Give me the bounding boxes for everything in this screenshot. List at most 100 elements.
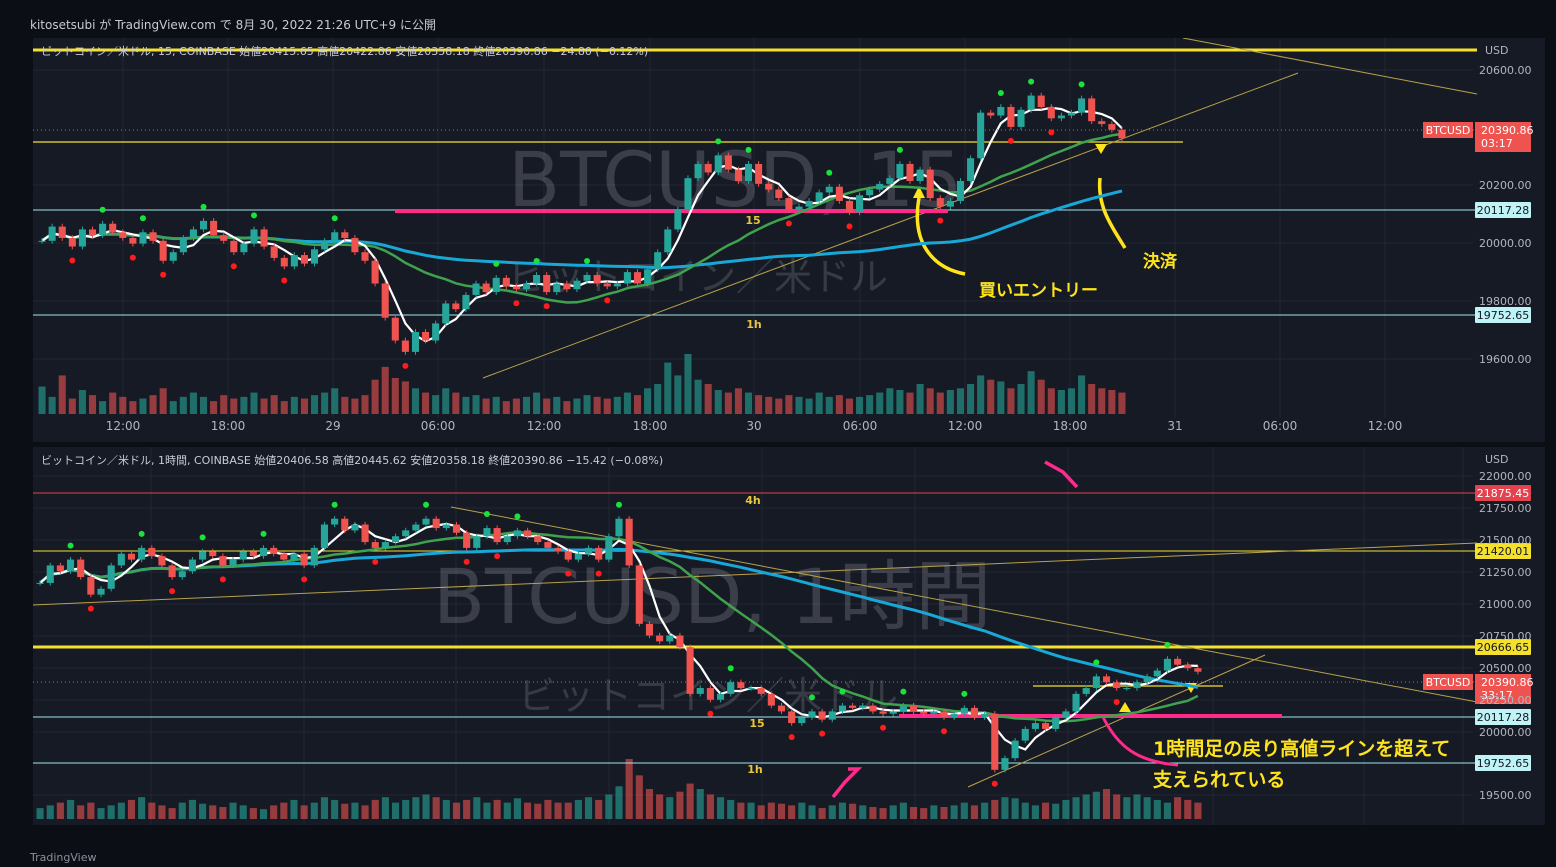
volume-bar xyxy=(1102,789,1111,819)
candle-body xyxy=(1047,106,1055,119)
pivot-low-dot xyxy=(1048,129,1055,136)
volume-bar xyxy=(970,805,979,819)
volume-bar xyxy=(58,375,66,414)
x-tick-label: 18:00 xyxy=(1053,419,1088,433)
volume-bar xyxy=(320,797,329,819)
candle-body xyxy=(815,192,823,201)
candle-body xyxy=(981,713,989,718)
candle-body xyxy=(199,551,207,560)
volume-bar xyxy=(1113,794,1121,819)
candle-body xyxy=(169,252,177,261)
volume-bar xyxy=(533,392,541,414)
candle-body xyxy=(916,169,924,182)
volume-bar xyxy=(1017,384,1025,414)
pivot-low-dot xyxy=(941,728,948,735)
volume-bar xyxy=(178,802,186,819)
level-label: 21875.45 xyxy=(1477,487,1530,500)
candle-body xyxy=(411,331,420,352)
candle-body xyxy=(56,565,64,572)
volume-bar xyxy=(361,805,369,819)
volume-bar xyxy=(56,802,64,819)
candle-body xyxy=(808,711,816,718)
candle-body xyxy=(219,556,227,566)
volume-bar xyxy=(605,794,613,819)
timeframe-tag: 15 xyxy=(749,717,764,730)
candle-body xyxy=(513,530,521,537)
trend-line-long xyxy=(33,542,1478,606)
pivot-high-dot xyxy=(139,215,146,222)
level-label: 19752.65 xyxy=(1477,309,1530,322)
chart-panel-15m[interactable]: BTCUSD, 15 ビットコイン／米ドル 20117.28 19752.65 BTCU… xyxy=(33,38,1545,442)
volume-bar xyxy=(765,396,773,414)
pivot-low-dot xyxy=(819,730,826,737)
chart-panel-1h[interactable]: BTCUSD, 1時間ビットコイン／米ドル21875.4521420.01206… xyxy=(33,447,1545,825)
volume-bar xyxy=(815,392,823,414)
pivot-low-dot xyxy=(129,254,136,261)
volume-bar xyxy=(1031,805,1039,819)
volume-bar xyxy=(452,802,461,819)
candle-body xyxy=(483,528,491,537)
price-label-bg xyxy=(1475,674,1531,704)
volume-bar xyxy=(717,797,725,819)
candle-body xyxy=(717,693,725,700)
volume-bar xyxy=(331,388,339,414)
volume-bar xyxy=(321,392,329,414)
candle-body xyxy=(391,317,399,341)
y-tick-label: 20500.00 xyxy=(1479,662,1532,675)
candle-body xyxy=(502,277,510,287)
volume-bar xyxy=(220,395,228,414)
chart-15m-svg[interactable]: BTCUSD, 15ビットコイン／米ドル20117.2819752.65BTCU… xyxy=(33,38,1545,442)
volume-bar xyxy=(798,802,806,819)
candle-body xyxy=(1143,676,1151,683)
pivot-high-dot xyxy=(584,257,591,264)
volume-bar xyxy=(564,802,572,819)
candle-body xyxy=(66,559,75,572)
candle-body xyxy=(645,623,654,636)
volume-bar xyxy=(845,398,853,414)
candle-body xyxy=(635,565,643,624)
volume-bar xyxy=(956,388,965,414)
volume-bar xyxy=(432,797,440,819)
candle-body xyxy=(543,274,551,293)
chart-1h-svg[interactable]: BTCUSD, 1時間ビットコイン／米ドル21875.4521420.01206… xyxy=(33,447,1545,825)
volume-bar xyxy=(674,375,682,414)
volume-bar xyxy=(1088,384,1096,414)
publish-header: kitosetsubi が TradingView.com で 8月 30, 2… xyxy=(0,0,1556,38)
candle-body xyxy=(1102,676,1111,683)
candle-body xyxy=(300,553,308,566)
candle-body xyxy=(805,200,813,207)
candle-body xyxy=(1088,98,1096,122)
volume-bar xyxy=(472,395,480,414)
volume-bar xyxy=(584,797,593,819)
candle-body xyxy=(381,283,389,318)
volume-bar xyxy=(1011,798,1019,819)
y-tick-label: 22000.00 xyxy=(1479,470,1532,483)
candle-body xyxy=(654,252,662,270)
pivot-low-dot xyxy=(463,558,470,565)
candle-body xyxy=(909,705,918,712)
candle-body xyxy=(987,112,995,116)
pivot-high-dot xyxy=(900,688,907,695)
volume-bar xyxy=(109,392,117,414)
pivot-low-dot xyxy=(1113,699,1120,706)
volume-bar xyxy=(524,802,532,819)
candle-body xyxy=(856,195,864,213)
candle-body xyxy=(230,240,238,253)
trend-line-down xyxy=(1182,38,1478,95)
volume-bar xyxy=(66,799,75,819)
volume-bar xyxy=(401,381,409,414)
candle-body xyxy=(1123,688,1131,690)
candle-body xyxy=(77,559,85,578)
volume-bar xyxy=(341,396,349,414)
volume-bar xyxy=(967,384,975,414)
x-tick-label: 30 xyxy=(746,419,761,433)
candle-body xyxy=(674,209,682,230)
y-tick-label: 20200.00 xyxy=(1479,179,1532,192)
volume-bar xyxy=(1078,375,1086,414)
candle-body xyxy=(967,158,975,182)
candle-body xyxy=(310,547,318,566)
volume-bar xyxy=(724,392,732,414)
candle-body xyxy=(615,518,623,537)
candle-body xyxy=(896,163,904,179)
candle-body xyxy=(321,240,329,250)
